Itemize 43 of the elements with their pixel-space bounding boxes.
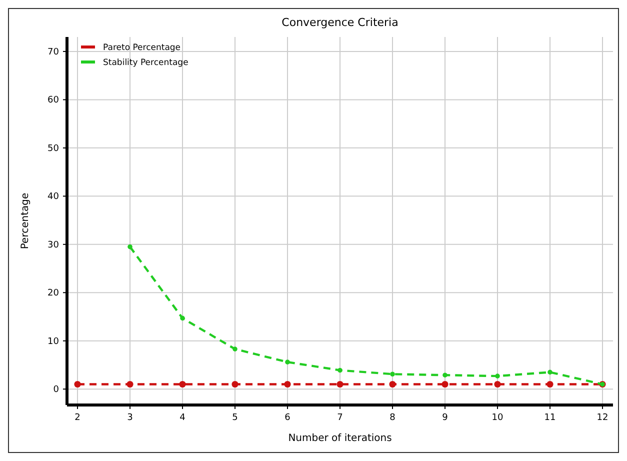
point — [338, 368, 342, 373]
point — [495, 374, 500, 378]
x-tick-label: 10 — [492, 413, 504, 423]
point — [232, 346, 238, 352]
x-tick-label: 9 — [442, 413, 448, 423]
x-tick-label: 5 — [232, 413, 238, 423]
y-tick-label: 20 — [48, 288, 60, 299]
x-axis-title: Number of iterations — [288, 433, 392, 444]
x-tick-label: 8 — [390, 413, 396, 423]
point — [126, 380, 134, 388]
point — [390, 372, 395, 377]
legend-label: Pareto Percentage — [103, 43, 181, 53]
y-axis-title: Percentage — [20, 192, 31, 250]
x-tick-label: 12 — [596, 413, 608, 423]
y-tick-label: 70 — [48, 47, 60, 58]
point — [336, 380, 344, 388]
point — [179, 380, 186, 388]
x-tick-label: 4 — [180, 413, 186, 423]
x-tick-label: 11 — [544, 413, 556, 423]
y-tick-label: 10 — [48, 336, 60, 347]
point — [494, 380, 501, 388]
point — [548, 370, 552, 375]
point — [74, 380, 81, 388]
y-tick-label: 30 — [48, 240, 60, 250]
chart-title: Convergence Criteria — [282, 16, 398, 29]
y-tick-label: 40 — [48, 192, 60, 202]
legend-label: Stability Percentage — [103, 58, 188, 68]
x-tick-label: 6 — [284, 413, 291, 423]
point — [442, 372, 448, 378]
point — [389, 380, 396, 388]
y-tick-label: 0 — [53, 385, 60, 396]
y-tick-label: 60 — [48, 96, 60, 106]
point — [285, 360, 290, 364]
y-tick-label: 50 — [48, 144, 60, 154]
point — [546, 380, 554, 388]
x-tick-label: 2 — [74, 413, 80, 423]
x-tick-label: 3 — [127, 413, 133, 423]
point — [232, 380, 238, 388]
point — [128, 244, 132, 250]
point — [180, 316, 185, 321]
point — [284, 380, 291, 388]
x-tick-label: 7 — [337, 413, 343, 423]
point — [442, 380, 448, 388]
